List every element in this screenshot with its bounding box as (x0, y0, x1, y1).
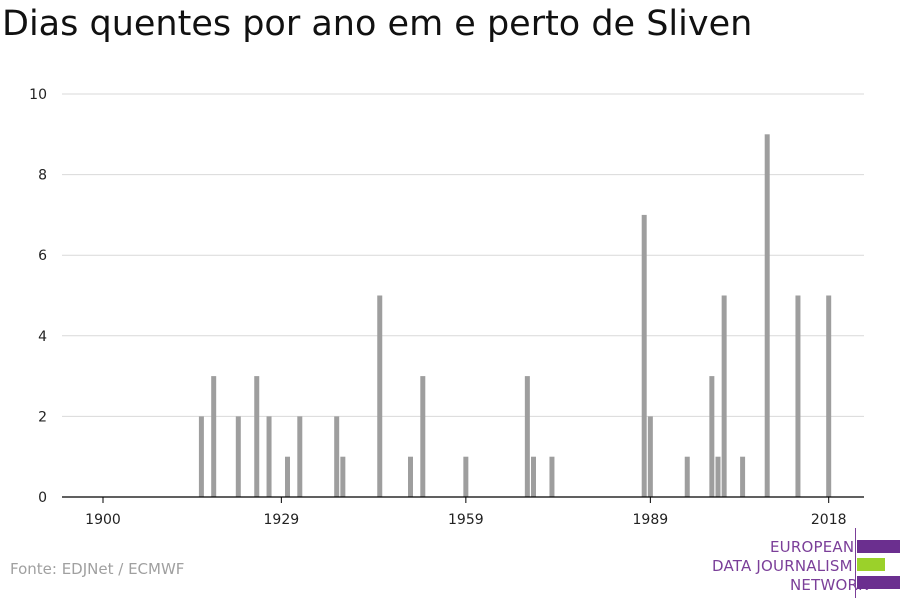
bar-1925 (254, 376, 260, 497)
x-tick-label-1989: 1989 (633, 512, 669, 528)
y-tick-label-2: 2 (38, 409, 47, 425)
logo-line-2: DATA JOURNALISM (712, 557, 853, 575)
bar-1969 (524, 376, 530, 497)
x-tick-label-2018: 2018 (811, 512, 847, 528)
logo-line-1: EUROPEAN (770, 538, 855, 556)
bar-1927 (266, 416, 272, 497)
logo-line-3: NETWORK (790, 576, 869, 594)
y-tick-label-8: 8 (38, 168, 47, 184)
bar-2008 (764, 134, 770, 498)
y-tick-label-0: 0 (38, 490, 47, 506)
bar-1959 (463, 456, 469, 497)
bar-1938 (334, 416, 340, 497)
bar-1922 (235, 416, 241, 497)
bar-2001 (721, 295, 727, 497)
logo-divider (855, 528, 856, 598)
bar-2013 (795, 295, 801, 497)
logo-bar-purple-bottom (857, 576, 900, 589)
x-tick-label-1959: 1959 (448, 512, 484, 528)
bar-1939 (340, 456, 346, 497)
bar-2004 (740, 456, 746, 497)
bar-1932 (297, 416, 303, 497)
bar-series (198, 134, 832, 498)
x-tick-label-1929: 1929 (264, 512, 300, 528)
bar-1995 (684, 456, 690, 497)
x-tick-label-1900: 1900 (85, 512, 121, 528)
y-tick-label-6: 6 (38, 248, 47, 264)
bar-1916 (198, 416, 204, 497)
y-tick-label-4: 4 (38, 329, 47, 345)
bar-1988 (641, 214, 647, 497)
bar-1918 (211, 376, 217, 497)
logo-bar-purple-top (857, 540, 900, 553)
bar-1950 (408, 456, 413, 497)
edjnet-logo: EUROPEAN DATA JOURNALISM NETWORK (700, 528, 900, 598)
gridlines (62, 93, 864, 417)
bar-2018 (826, 295, 832, 497)
chart-title: Dias quentes por ano em e perto de Slive… (2, 4, 753, 44)
bar-1945 (377, 295, 383, 497)
bar-1973 (549, 456, 555, 497)
bar-1952 (420, 376, 426, 497)
bar-2000 (715, 456, 721, 497)
axes: 0 2 4 6 8 10 1900 1929 1959 1989 2018 (29, 87, 864, 528)
logo-bar-green (857, 558, 885, 571)
bar-1989 (647, 416, 653, 497)
source-note: Fonte: EDJNet / ECMWF (10, 560, 185, 578)
bar-1930 (285, 456, 290, 497)
y-tick-label-10: 10 (29, 87, 47, 103)
bar-1999 (709, 376, 715, 497)
bar-1970 (531, 456, 536, 497)
